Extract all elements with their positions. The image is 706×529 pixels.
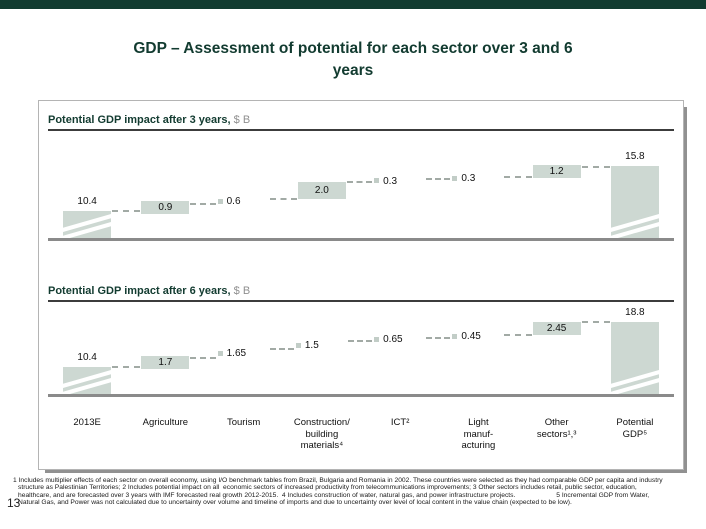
category-label: 2013E [73,417,101,428]
chart-heading-unit: $ B [230,114,251,126]
waterfall-connector [426,178,451,181]
waterfall-connector [269,348,294,351]
waterfall-tick [452,333,458,339]
chart-heading-text: Potential GDP impact after 3 years, [48,114,231,126]
waterfall-connector [346,180,373,183]
value-label: 10.4 [77,352,97,363]
category-label: Construction/ building materials⁴ [293,417,350,451]
waterfall-bar: 0.9 [141,200,190,214]
waterfall-total-bar [610,322,659,394]
top-accent-bar [0,0,706,9]
waterfall-tick [295,342,301,348]
waterfall-tick [374,336,380,342]
waterfall-tick [452,175,458,181]
value-label: 0.3 [383,175,398,187]
waterfall-total-bar [610,166,659,238]
category-label: Potential GDP⁵ [616,417,654,440]
waterfall-bar: 2.0 [297,181,346,199]
heading-rule [48,300,674,302]
waterfall-tick [217,350,223,356]
chart-heading-3-years: Potential GDP impact after 3 years, $ B [48,113,674,127]
waterfall-bar: 1.2 [532,165,581,179]
chart-heading-unit: $ B [230,285,251,297]
waterfall-connector [581,165,610,168]
heading-rule [48,129,674,131]
value-label: 0.3 [461,173,476,185]
waterfall-tick [374,178,380,184]
value-label: 0.6 [226,196,241,207]
waterfall-bar: 1.7 [141,355,190,369]
waterfall-bar: 2.45 [532,322,581,336]
waterfall-connector [190,202,216,205]
waterfall-plot-3-years: 10.4 0.9 0.6 2.0 0.3 0.3 1.2 15.8 [48,131,674,241]
waterfall-connector [581,321,610,323]
page-title: GDP – Assessment of potential for each s… [133,40,573,79]
waterfall-connector [190,356,216,359]
footnote-line: healthcare, and are forecasted over 3 ye… [18,491,650,499]
chart-6-years: Potential GDP impact after 6 years, $ B … [39,284,683,397]
waterfall-connector [269,197,297,200]
waterfall-total-bar [63,211,112,238]
chart-3-years: Potential GDP impact after 3 years, $ B … [39,113,683,241]
waterfall-tick [217,198,223,204]
footnote-line: structure as Palestinian Territories; 2 … [18,484,637,492]
waterfall-connector [347,340,373,343]
page-number: 13 [7,496,21,510]
chart-heading-text: Potential GDP impact after 6 years, [48,285,231,297]
waterfall-connector [426,336,451,339]
value-label: 10.4 [77,196,97,207]
value-label: 15.8 [625,151,645,162]
category-label: Light manuf- acturing [461,417,496,451]
footnote-line: 1 Includes multiplier effects of each se… [13,477,663,484]
value-label: 0.45 [461,331,481,343]
chart-heading-6-years: Potential GDP impact after 6 years, $ B [48,284,674,298]
waterfall-total-bar [63,367,112,394]
waterfall-connector [112,210,141,212]
category-label: ICT² [390,417,410,428]
footnote-line: Natural Gas, and Power was not calculate… [18,499,572,507]
category-label: Agriculture [142,417,189,428]
category-label: Tourism [226,417,261,428]
value-label: 1.65 [226,348,247,360]
value-label: 1.5 [304,340,319,352]
value-label: 0.65 [383,334,403,346]
category-label: Other sectors¹,³ [536,417,577,440]
category-labels-row: 2013E Agriculture Tourism Construction/ bui… [39,417,683,452]
waterfall-connector [504,175,532,178]
value-label: 18.8 [625,307,645,318]
waterfall-connector [112,366,141,368]
charts-panel: Potential GDP impact after 3 years, $ B … [38,100,684,470]
footnotes: 1 Includes multiplier effects of each se… [13,477,706,507]
waterfall-connector [504,334,532,337]
waterfall-plot-6-years: 10.4 1.7 1.65 1.5 0.65 0.45 2.45 18.8 [48,302,674,397]
